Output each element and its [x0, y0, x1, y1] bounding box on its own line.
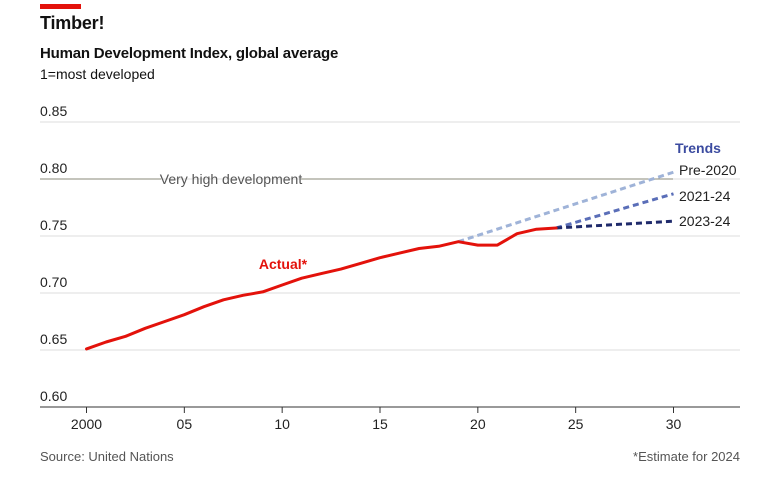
y-tick-label: 0.80	[40, 160, 67, 176]
source-note: Source: United Nations	[40, 449, 174, 464]
chart-title: Timber!	[40, 13, 105, 33]
x-tick-label: 2000	[71, 416, 102, 432]
series-layer	[85, 170, 674, 351]
y-tick-label: 0.75	[40, 217, 67, 233]
trend-pre2020-line	[457, 170, 674, 244]
y-tick-label: 0.60	[40, 388, 67, 404]
x-tick-label: 10	[274, 416, 290, 432]
trend-2023-24-line	[556, 219, 674, 230]
x-tick-label: 25	[568, 416, 584, 432]
x-tick-label: 20	[470, 416, 486, 432]
x-tick-label: 30	[666, 416, 682, 432]
trend-pre2020-label: Pre-2020	[679, 162, 737, 178]
trend-2021-24-line	[555, 192, 674, 230]
trend-2023-24-label: 2023-24	[679, 213, 731, 229]
trends-legend-title: Trends	[675, 140, 721, 156]
trend-2021-24-label: 2021-24	[679, 188, 731, 204]
actual-series-label: Actual*	[259, 256, 308, 272]
y-tick-label: 0.85	[40, 103, 67, 119]
estimate-footnote: *Estimate for 2024	[633, 449, 740, 464]
x-tick-label: 15	[372, 416, 388, 432]
actual-line	[85, 226, 558, 351]
grid-layer	[40, 121, 740, 413]
chart-subtitle: Human Development Index, global average	[40, 45, 339, 62]
x-tick-label: 05	[177, 416, 193, 432]
y-tick-label: 0.70	[40, 274, 67, 290]
unit-note: 1=most developed	[40, 66, 155, 82]
reference-line-label: Very high development	[160, 171, 303, 187]
y-tick-label: 0.65	[40, 331, 67, 347]
brand-red-bar	[40, 4, 81, 9]
